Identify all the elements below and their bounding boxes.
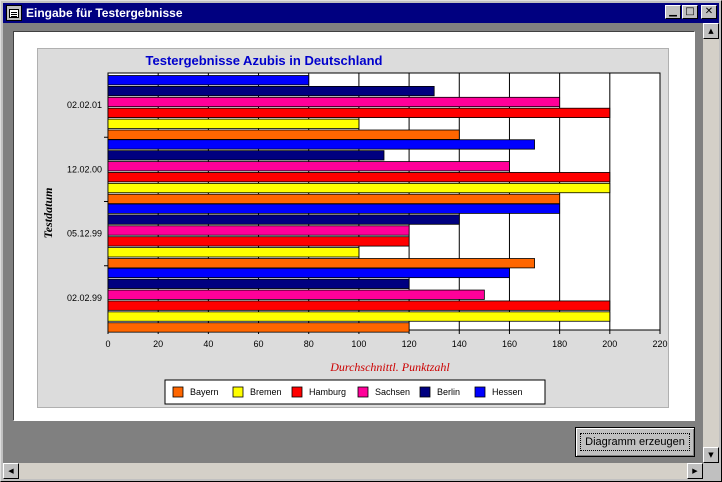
bar-berlin [107,150,385,161]
vertical-scroll-track[interactable] [703,39,719,447]
bar-bayern [107,322,410,333]
scroll-up-icon[interactable]: ▲ [703,23,719,39]
chart-area: Testergebnisse Azubis in Deutschland Tes… [37,48,669,408]
bar-hamburg [107,236,410,247]
bar-hamburg [107,300,611,311]
x-tick-label: 220 [652,339,667,349]
y-tick-label: 02.02.99 [67,293,102,303]
x-tick-label: 40 [203,339,213,349]
bar-hamburg [107,107,611,119]
vertical-scrollbar[interactable]: ▲ ▼ [703,23,719,463]
close-icon[interactable]: ✕ [701,5,717,19]
bar-hessen [107,203,561,214]
y-axis-label: Testdatum [41,188,55,239]
x-tick-label: 60 [254,339,264,349]
x-tick-label: 120 [402,339,417,349]
y-tick-label: 05.12.99 [67,229,102,239]
x-axis-label: Durchschnittl. Punktzahl [329,360,450,374]
generate-chart-button-label: Diagramm erzeugen [580,433,690,451]
legend-item-bremen: Bremen [250,387,282,397]
chart-title: Testergebnisse Azubis in Deutschland [146,53,383,68]
bar-berlin [107,278,410,289]
bar-hamburg [107,172,611,183]
legend-box [164,379,546,405]
generate-chart-button[interactable]: Diagramm erzeugen [575,427,695,457]
scroll-corner [703,463,719,479]
horizontal-scrollbar[interactable]: ◀ ▶ [3,463,703,479]
bar-sachsen [107,161,510,172]
legend-swatch [419,386,431,398]
x-tick-label: 0 [105,339,110,349]
bar-bremen [107,311,611,322]
maximize-icon[interactable]: □ [682,5,698,19]
x-tick-label: 160 [502,339,517,349]
x-tick-label: 200 [602,339,617,349]
legend-item-hamburg: Hamburg [309,387,346,397]
bar-bremen [107,247,360,258]
bar-hessen [107,139,535,150]
legend-swatch [474,386,486,398]
bar-berlin [107,86,435,97]
minimize-icon[interactable]: ▁ [665,5,681,19]
legend-item-sachsen: Sachsen [375,387,410,397]
legend-item-bayern: Bayern [190,387,219,397]
legend-swatch [357,386,369,398]
bar-chart: Testergebnisse Azubis in Deutschland Tes… [41,53,668,405]
bar-bremen [107,182,611,194]
y-tick-label: 02.02.01 [67,100,102,110]
bar-bayern [107,258,535,269]
scroll-down-icon[interactable]: ▼ [703,447,719,463]
x-tick-label: 80 [304,339,314,349]
legend-item-berlin: Berlin [437,387,460,397]
legend-swatch [232,386,244,398]
legend: Bayern Bremen Hamburg Sachsen Berlin Hessen [164,379,546,405]
bar-bremen [107,118,360,129]
x-tick-label: 140 [452,339,467,349]
window-title: Eingabe für Testergebnisse [26,6,183,20]
legend-swatch [172,386,184,398]
legend-swatch [291,386,303,398]
x-tick-label: 100 [351,339,366,349]
scroll-right-icon[interactable]: ▶ [687,463,703,479]
y-tick-label: 12.02.00 [67,164,102,174]
x-tick-label: 20 [153,339,163,349]
bar-bayern [107,129,460,140]
bar-sachsen [107,225,410,236]
scroll-left-icon[interactable]: ◀ [3,463,19,479]
horizontal-scroll-track[interactable] [19,463,687,479]
bar-bayern [107,193,561,205]
legend-item-hessen: Hessen [492,387,523,397]
bar-hessen [107,267,510,279]
bar-sachsen [107,289,485,300]
x-tick-label: 180 [552,339,567,349]
chart-frame: Testergebnisse Azubis in Deutschland Tes… [13,31,695,421]
bar-sachsen [107,96,561,108]
bar-berlin [107,214,460,225]
client-area: Testergebnisse Azubis in Deutschland Tes… [3,23,719,479]
bar-hessen [107,75,310,86]
app-icon[interactable] [6,5,22,21]
title-bar[interactable]: Eingabe für Testergebnisse ▁ □ ✕ [3,3,719,23]
